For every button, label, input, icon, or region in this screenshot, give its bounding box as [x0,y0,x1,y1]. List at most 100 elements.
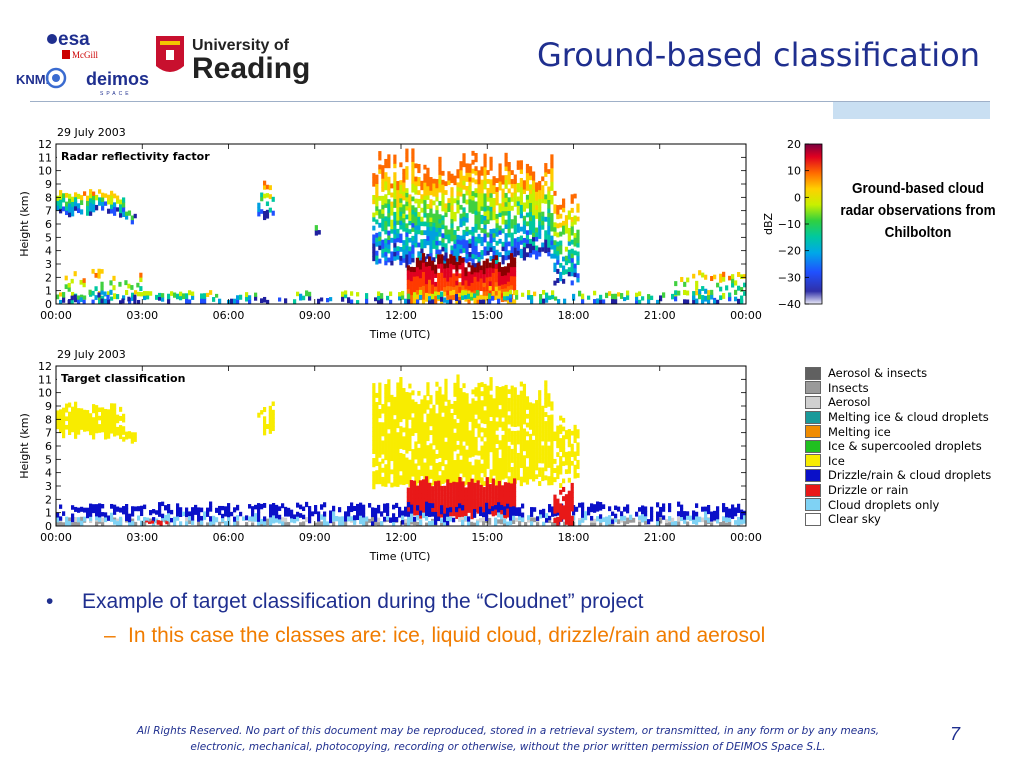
drizzle-class [185,521,189,527]
ice-class [447,413,451,419]
y-tick-label: 6 [45,440,52,453]
ice-class [538,394,542,400]
radar-echo [562,220,566,226]
radar-echo [538,198,542,204]
radar-boundary-layer [386,295,390,301]
radar-echo [101,205,105,211]
radar-echo [462,243,466,249]
radar-boundary-layer [506,295,510,301]
ice-class [396,468,400,474]
radar-echo [740,287,744,292]
ice-class [80,421,84,426]
drizzle-class [443,513,447,519]
drizzle-class [425,501,429,507]
radar-echo [504,161,508,167]
radar-echo [501,188,505,194]
ice-class [101,427,105,433]
radar-echo [528,238,533,244]
rain-class [467,503,471,509]
radar-boundary-layer [380,298,384,304]
ice-class [477,459,481,465]
ice-class [519,463,523,469]
ice-class [384,455,388,461]
drizzle-class [740,509,744,515]
radar-rain-echo [455,275,459,281]
ice-class [564,469,569,475]
radar-echo [435,187,439,193]
drizzle-class [347,516,351,522]
radar-echo [393,198,397,204]
radar-echo [456,256,460,262]
radar-echo [414,216,418,222]
radar-rain-echo [482,278,486,283]
radar-echo [553,240,557,246]
drizzle-class [221,505,225,511]
drizzle-class [86,507,90,514]
radar-echo [450,196,454,202]
radar-echo [456,182,460,188]
ice-class [378,430,382,436]
radar-echo [74,192,78,198]
ice-class [62,411,66,417]
radar-rain-echo [494,286,498,292]
radar-echo [441,215,445,221]
radar-boundary-layer [509,293,513,299]
ice-class [564,430,569,435]
ice-class [550,458,554,464]
radar-echo [94,272,98,278]
ice-class [501,403,505,409]
rain-class [476,480,480,486]
drizzle-class [596,516,600,522]
drizzle-class [386,515,390,521]
radar-boundary-layer [605,292,609,299]
knmi-logo: KNMI [16,67,67,89]
radar-echo [576,277,580,283]
ice-class [538,399,542,405]
radar-echo [62,206,66,212]
radar-rain-echo [482,265,486,270]
drizzle-class [629,514,633,520]
radar-echo [381,204,385,210]
radar-echo [474,227,478,233]
ice-class [465,462,469,468]
ice-class [390,403,394,409]
x-tick-label: 03:00 [126,309,158,322]
ice-class [556,434,560,440]
ice-class [405,448,409,454]
rain-class [559,512,563,518]
ice-class [468,452,472,458]
radar-echo [447,233,451,239]
y-tick-label: 7 [45,205,52,218]
ice-class [531,417,536,423]
ice-class [501,443,505,449]
ice-class [393,450,397,456]
ice-class [498,391,502,397]
radar-echo [547,186,551,192]
radar-echo [471,249,475,255]
rain-class [437,489,441,494]
ice-class [396,409,400,415]
drizzle-class [596,506,600,512]
ice-class [507,415,511,421]
radar-echo [435,214,439,219]
radar-boundary-layer [533,291,537,297]
radar-echo [513,238,517,244]
radar-echo [423,221,427,227]
ice-class [459,428,463,434]
ice-class [531,403,536,409]
radar-echo [56,205,60,211]
radar-boundary-layer [236,299,240,305]
ice-class [432,435,436,441]
ice-class [483,463,487,469]
ice-class [513,413,517,419]
legend-item: Insects [805,381,991,396]
ice-class [538,417,542,423]
rain-class [570,515,574,521]
radar-echo [504,192,508,198]
radar-echo [465,213,469,219]
ice-class [59,409,63,415]
radar-echo [396,220,400,225]
drizzle-class [191,515,195,521]
ice-class [513,457,517,462]
drizzle-class [542,508,546,514]
